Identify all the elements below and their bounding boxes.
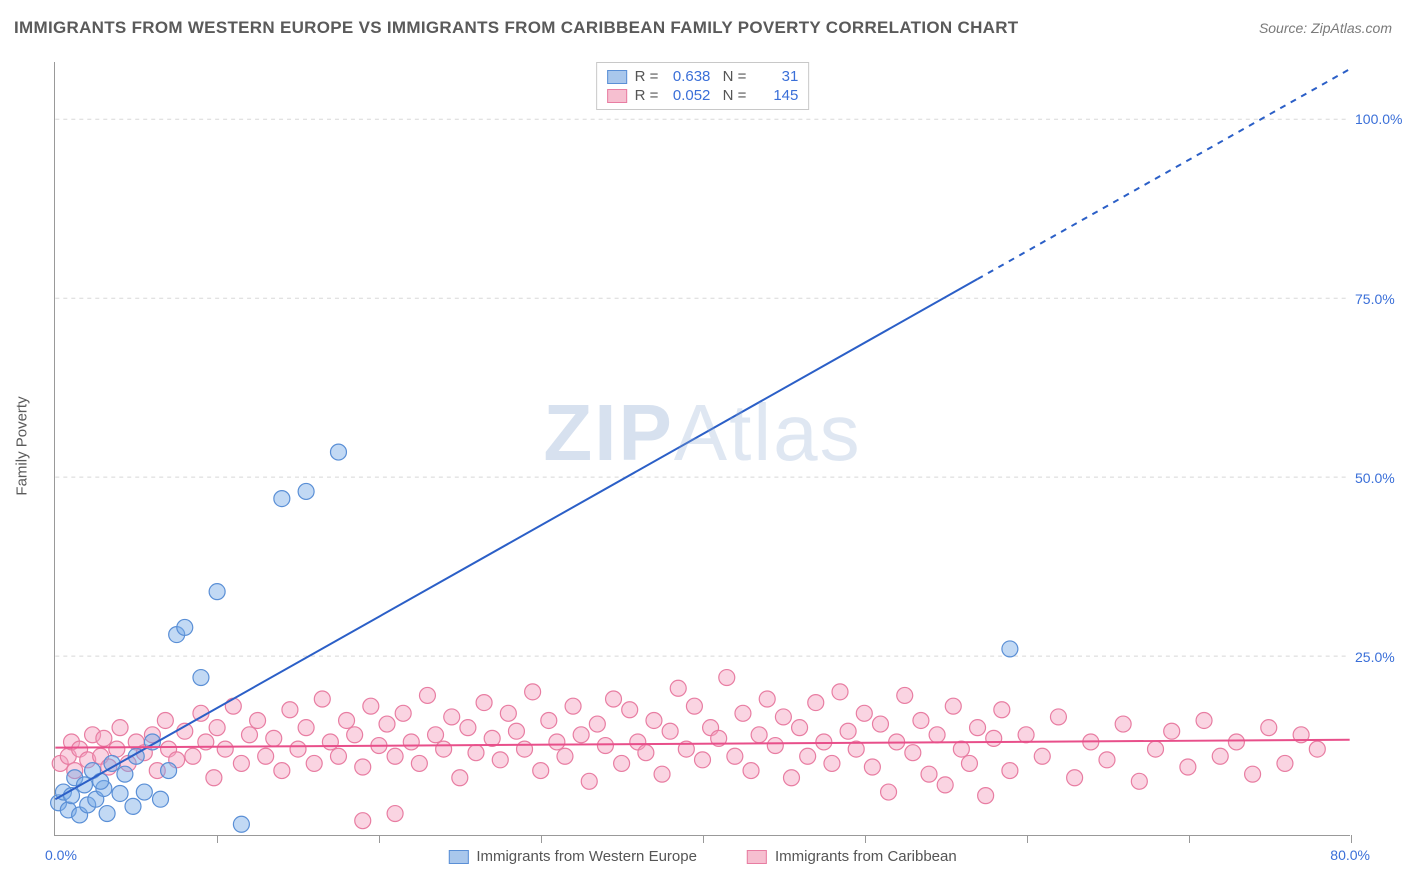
swatch-series-2 — [607, 89, 627, 103]
x-tick — [379, 835, 380, 843]
stats-row-series-2: R = 0.052 N = 145 — [607, 86, 799, 105]
y-grid-label: 100.0% — [1355, 111, 1406, 127]
legend-item-1: Immigrants from Western Europe — [448, 848, 697, 865]
x-tick — [703, 835, 704, 843]
r-value-2: 0.052 — [666, 87, 710, 104]
x-tick — [217, 835, 218, 843]
r-value-1: 0.638 — [666, 68, 710, 85]
legend-label-1: Immigrants from Western Europe — [476, 848, 697, 865]
x-tick — [1351, 835, 1352, 843]
x-axis-max-label: 80.0% — [1330, 847, 1370, 863]
header: IMMIGRANTS FROM WESTERN EUROPE VS IMMIGR… — [14, 18, 1392, 38]
legend-swatch-2 — [747, 850, 767, 864]
y-grid-label: 50.0% — [1355, 470, 1406, 486]
x-tick — [1027, 835, 1028, 843]
x-axis-min-label: 0.0% — [45, 847, 77, 863]
n-value-1: 31 — [754, 68, 798, 85]
x-tick — [1189, 835, 1190, 843]
chart-svg — [55, 62, 1350, 835]
legend-item-2: Immigrants from Caribbean — [747, 848, 957, 865]
swatch-series-1 — [607, 70, 627, 84]
stats-row-series-1: R = 0.638 N = 31 — [607, 67, 799, 86]
n-value-2: 145 — [754, 87, 798, 104]
stats-legend: R = 0.638 N = 31 R = 0.052 N = 145 — [596, 62, 810, 110]
series-legend: Immigrants from Western Europe Immigrant… — [448, 848, 956, 865]
y-grid-label: 25.0% — [1355, 649, 1406, 665]
legend-label-2: Immigrants from Caribbean — [775, 848, 957, 865]
x-tick — [865, 835, 866, 843]
y-axis-label: Family Poverty — [14, 396, 31, 495]
legend-swatch-1 — [448, 850, 468, 864]
plot-area: ZIPAtlas R = 0.638 N = 31 R = 0.052 N = … — [54, 62, 1350, 836]
chart-title: IMMIGRANTS FROM WESTERN EUROPE VS IMMIGR… — [14, 18, 1019, 38]
x-tick — [541, 835, 542, 843]
source-attribution: Source: ZipAtlas.com — [1259, 20, 1392, 36]
y-grid-label: 75.0% — [1355, 291, 1406, 307]
